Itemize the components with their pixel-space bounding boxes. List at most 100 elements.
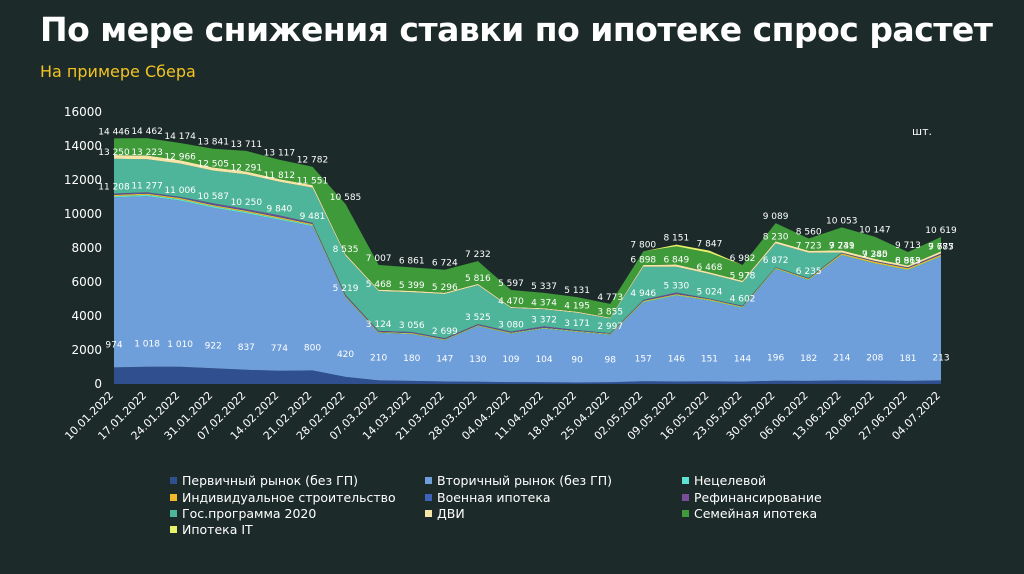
data-label: 5 330 bbox=[663, 282, 689, 292]
data-label: 9 481 bbox=[300, 212, 326, 222]
data-label: 5 131 bbox=[564, 286, 590, 296]
data-label: 5 337 bbox=[531, 282, 557, 292]
y-tick-label: 14000 bbox=[64, 139, 102, 153]
area-series-6 bbox=[114, 158, 941, 339]
data-label: 10 147 bbox=[859, 226, 891, 236]
data-label: 4 602 bbox=[730, 295, 756, 305]
data-label: 9 089 bbox=[763, 212, 789, 222]
data-label: 7 685 bbox=[928, 242, 954, 252]
data-label: 800 bbox=[304, 343, 321, 353]
data-label: 2 699 bbox=[432, 327, 458, 337]
data-label: 774 bbox=[271, 344, 288, 354]
data-label: 6 863 bbox=[895, 256, 921, 266]
data-label: 1 010 bbox=[167, 340, 193, 350]
data-label: 157 bbox=[635, 354, 652, 364]
data-label: 5 978 bbox=[730, 271, 756, 281]
data-label: 13 711 bbox=[231, 140, 263, 150]
data-label: 210 bbox=[370, 353, 387, 363]
data-label: 3 855 bbox=[597, 307, 623, 317]
data-label: 13 841 bbox=[197, 138, 229, 148]
y-tick-label: 4000 bbox=[71, 309, 102, 323]
data-label: 11 006 bbox=[164, 186, 196, 196]
data-label: 147 bbox=[436, 355, 453, 365]
data-label: 98 bbox=[604, 355, 616, 365]
data-label: 4 773 bbox=[597, 293, 623, 303]
data-label: 8 919 bbox=[895, 256, 921, 266]
data-label: 7 731 bbox=[829, 242, 855, 252]
data-label: 6 982 bbox=[730, 254, 756, 264]
y-tick-label: 0 bbox=[94, 377, 102, 391]
data-label: 1 018 bbox=[134, 340, 160, 350]
data-label: 104 bbox=[535, 355, 552, 365]
area-series-8 bbox=[114, 138, 941, 318]
data-label: 8 230 bbox=[763, 232, 789, 242]
data-label: 10 250 bbox=[231, 198, 263, 208]
data-label: 922 bbox=[205, 341, 222, 351]
data-label: 5 219 bbox=[333, 284, 359, 294]
data-label: 12 966 bbox=[164, 153, 196, 163]
data-label: 5 597 bbox=[498, 279, 524, 289]
data-label: 12 505 bbox=[197, 160, 229, 170]
data-label: 4 470 bbox=[498, 297, 524, 307]
data-label: 109 bbox=[502, 355, 519, 365]
area-series-1 bbox=[114, 196, 941, 383]
data-label: 9 777 bbox=[928, 242, 954, 252]
data-label: 90 bbox=[571, 355, 583, 365]
data-label: 13 250 bbox=[98, 148, 130, 158]
data-label: 10 619 bbox=[925, 226, 957, 236]
data-label: 837 bbox=[238, 343, 255, 353]
data-label: 6 898 bbox=[630, 256, 656, 266]
data-label: 182 bbox=[800, 354, 817, 364]
data-label: 13 117 bbox=[264, 149, 296, 159]
data-label: 8 151 bbox=[663, 234, 689, 244]
data-label: 6 849 bbox=[663, 256, 689, 266]
data-label: 3 124 bbox=[366, 320, 392, 330]
data-label: 12 291 bbox=[231, 163, 263, 173]
data-label: 4 946 bbox=[630, 289, 656, 299]
y-tick-label: 8000 bbox=[71, 241, 102, 255]
data-label: 6 235 bbox=[796, 267, 822, 277]
data-label: 7 847 bbox=[697, 240, 723, 250]
data-label: 11 551 bbox=[297, 177, 329, 187]
unit-label: шт. bbox=[912, 125, 932, 138]
data-label: 974 bbox=[105, 340, 122, 350]
data-label: 6 468 bbox=[697, 263, 723, 273]
data-label: 7 723 bbox=[796, 242, 822, 252]
y-tick-label: 2000 bbox=[71, 343, 102, 357]
data-label: 5 296 bbox=[432, 283, 458, 293]
y-tick-label: 16000 bbox=[64, 105, 102, 119]
area-layers bbox=[114, 138, 941, 384]
data-label: 213 bbox=[932, 353, 949, 363]
data-label: 7 007 bbox=[366, 254, 392, 264]
y-tick-label: 10000 bbox=[64, 207, 102, 221]
data-label: 214 bbox=[833, 353, 850, 363]
x-axis: 10.01.202217.01.202224.01.202231.01.2022… bbox=[62, 389, 943, 443]
data-label: 8 560 bbox=[796, 228, 822, 238]
data-label: 5 399 bbox=[399, 281, 425, 291]
area-series-0 bbox=[114, 366, 941, 384]
data-label: 6 861 bbox=[399, 256, 425, 266]
data-label: 3 372 bbox=[531, 315, 557, 325]
data-label: 11 208 bbox=[98, 182, 130, 192]
y-axis: 0 2000 4000 6000 8000 10000 12000 14000 16000 bbox=[64, 105, 102, 391]
data-label: 14 462 bbox=[131, 127, 163, 137]
data-label: 11 277 bbox=[131, 181, 163, 191]
data-label: 180 bbox=[403, 354, 420, 364]
data-label: 196 bbox=[767, 354, 784, 364]
y-tick-label: 12000 bbox=[64, 173, 102, 187]
page-subtitle: На примере Сбера bbox=[40, 62, 196, 81]
data-label: 6 872 bbox=[763, 256, 789, 266]
data-label: 208 bbox=[866, 353, 883, 363]
data-label: 146 bbox=[668, 355, 685, 365]
data-label: 3 056 bbox=[399, 321, 425, 331]
data-label: 7 232 bbox=[465, 250, 491, 260]
data-label: 3 080 bbox=[498, 321, 524, 331]
data-labels: 974 1 018 1 010 922 837 774 800 420 210 180 147 130… bbox=[98, 127, 957, 365]
data-label: 151 bbox=[701, 354, 718, 364]
data-label: 420 bbox=[337, 350, 354, 360]
data-label: 3 171 bbox=[564, 319, 590, 329]
data-label: 4 195 bbox=[564, 302, 590, 312]
data-label: 5 024 bbox=[697, 288, 723, 298]
data-label: 144 bbox=[734, 355, 751, 365]
